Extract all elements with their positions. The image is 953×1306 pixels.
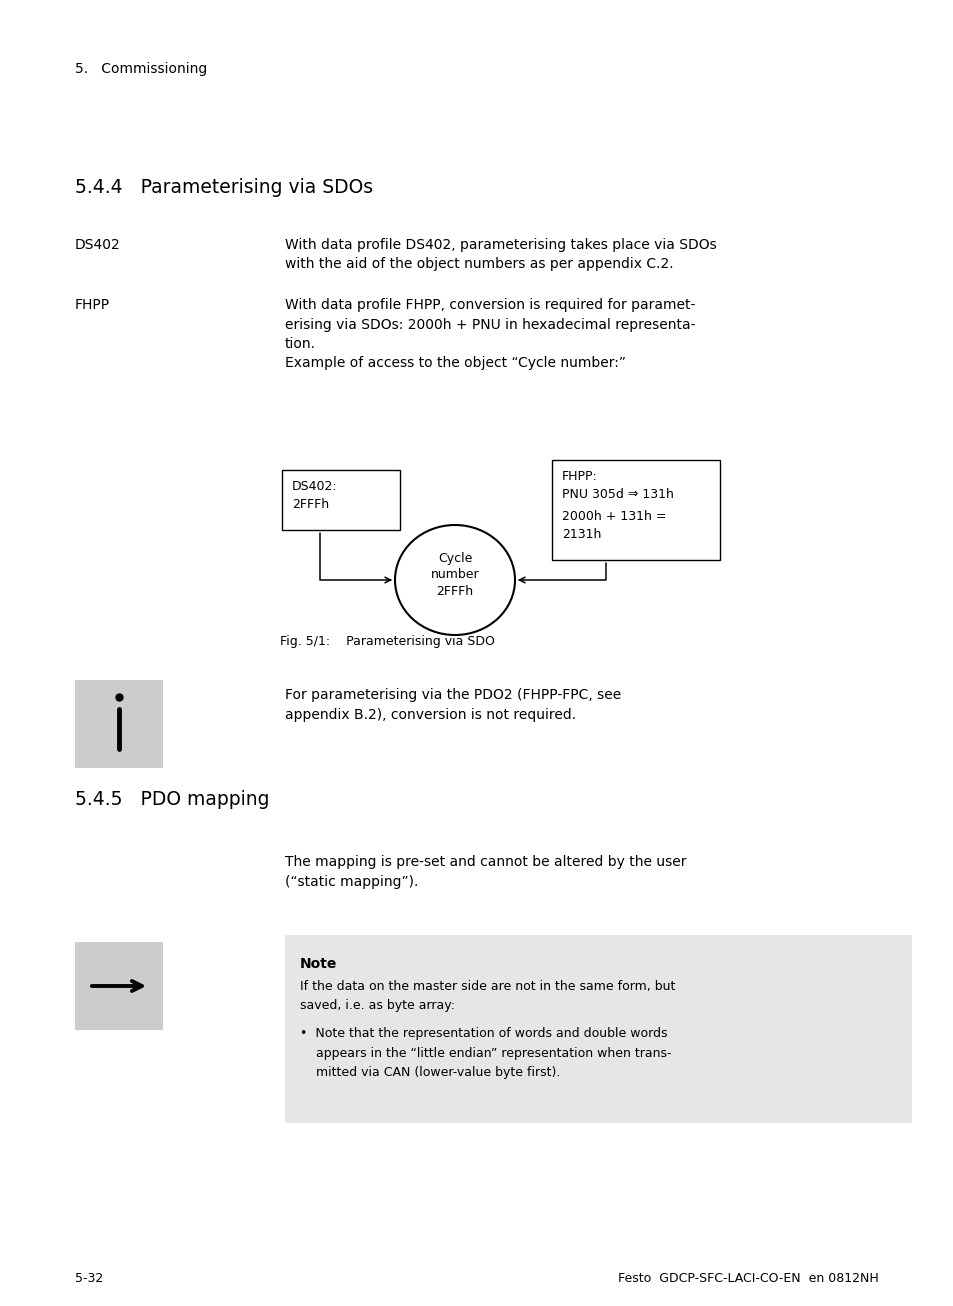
Text: mitted via CAN (lower-value byte first).: mitted via CAN (lower-value byte first). xyxy=(299,1066,559,1079)
Text: 5.   Commissioning: 5. Commissioning xyxy=(75,61,207,76)
Text: saved, i.e. as byte array:: saved, i.e. as byte array: xyxy=(299,999,455,1012)
Text: Festo  GDCP-SFC-LACI-CO-EN  en 0812NH: Festo GDCP-SFC-LACI-CO-EN en 0812NH xyxy=(618,1272,878,1285)
Bar xyxy=(282,470,399,530)
Text: With data profile FHPP, conversion is required for paramet-: With data profile FHPP, conversion is re… xyxy=(285,298,695,312)
Text: erising via SDOs: 2000h + PNU in hexadecimal representa-: erising via SDOs: 2000h + PNU in hexadec… xyxy=(285,317,695,332)
Text: tion.: tion. xyxy=(285,337,315,351)
Text: 2000h + 131h =
2131h: 2000h + 131h = 2131h xyxy=(561,511,666,541)
Bar xyxy=(75,680,163,768)
Text: appendix B.2), conversion is not required.: appendix B.2), conversion is not require… xyxy=(285,708,576,721)
Text: 5-32: 5-32 xyxy=(75,1272,103,1285)
Bar xyxy=(552,460,720,560)
Text: 5.4.5   PDO mapping: 5.4.5 PDO mapping xyxy=(75,790,269,808)
Text: DS402: DS402 xyxy=(75,238,121,252)
Text: •  Note that the representation of words and double words: • Note that the representation of words … xyxy=(299,1027,667,1040)
Bar xyxy=(75,942,163,1030)
Bar xyxy=(285,935,911,1123)
Text: appears in the “little endian” representation when trans-: appears in the “little endian” represent… xyxy=(299,1046,671,1059)
Text: FHPP:
PNU 305d ⇒ 131h: FHPP: PNU 305d ⇒ 131h xyxy=(561,470,673,502)
Ellipse shape xyxy=(395,525,515,635)
Text: FHPP: FHPP xyxy=(75,298,110,312)
Text: DS402:
2FFFh: DS402: 2FFFh xyxy=(292,481,337,511)
Text: Note: Note xyxy=(299,957,337,970)
Text: Example of access to the object “Cycle number:”: Example of access to the object “Cycle n… xyxy=(285,357,625,371)
Text: With data profile DS402, parameterising takes place via SDOs
with the aid of the: With data profile DS402, parameterising … xyxy=(285,238,716,270)
Text: If the data on the master side are not in the same form, but: If the data on the master side are not i… xyxy=(299,980,675,993)
Text: Cycle
number
2FFFh: Cycle number 2FFFh xyxy=(430,552,478,598)
Text: For parameterising via the PDO2 (FHPP-FPC, see: For parameterising via the PDO2 (FHPP-FP… xyxy=(285,688,620,703)
Text: The mapping is pre-set and cannot be altered by the user: The mapping is pre-set and cannot be alt… xyxy=(285,855,686,868)
Text: Fig. 5/1:    Parameterising via SDO: Fig. 5/1: Parameterising via SDO xyxy=(280,635,495,648)
Text: (“static mapping”).: (“static mapping”). xyxy=(285,875,418,888)
Text: 5.4.4   Parameterising via SDOs: 5.4.4 Parameterising via SDOs xyxy=(75,178,373,197)
